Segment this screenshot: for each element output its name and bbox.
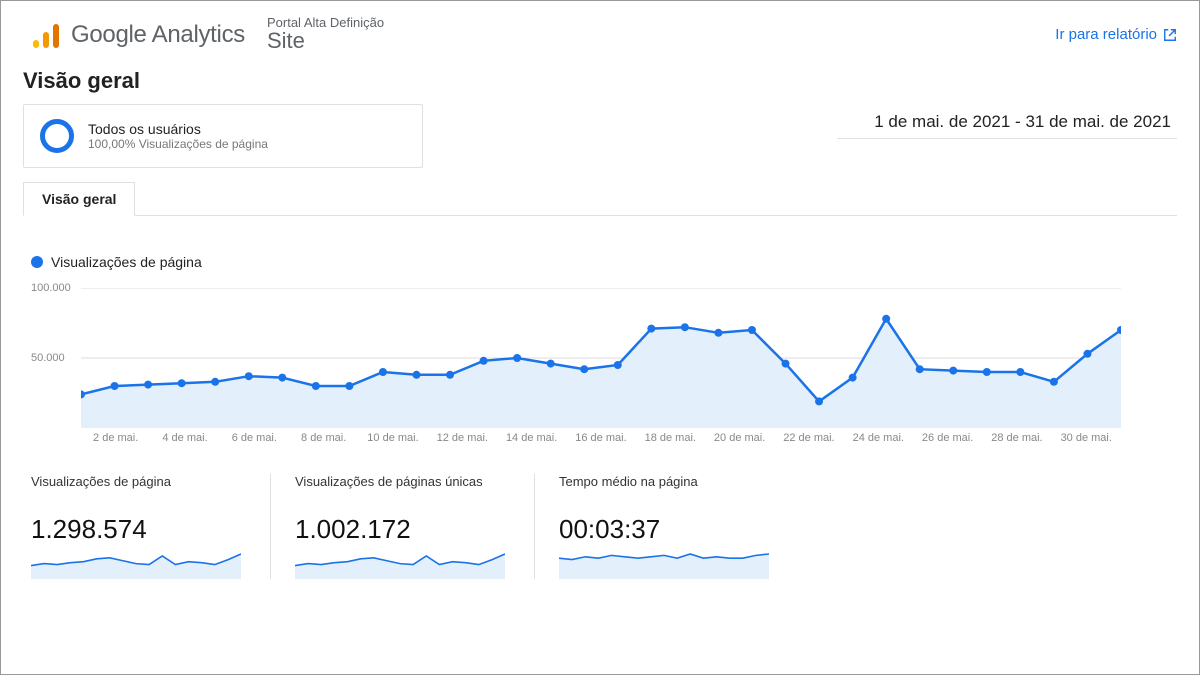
chart-legend: Visualizações de página: [31, 254, 1177, 270]
x-tick-label: 18 de mai.: [636, 432, 705, 444]
metric-value: 00:03:37: [559, 514, 775, 545]
ga-logo: Google Analytics: [31, 20, 245, 50]
y-tick-label: 50.000: [31, 352, 65, 364]
x-axis-labels: 2 de mai.4 de mai.6 de mai.8 de mai.10 d…: [81, 432, 1121, 444]
metric-label: Visualizações de página: [31, 474, 246, 508]
x-tick-label: 12 de mai.: [428, 432, 497, 444]
analytics-icon: [31, 20, 61, 50]
chart-area: Visualizações de página 50.000100.000 2 …: [1, 216, 1199, 454]
segment-title: Todos os usuários: [88, 121, 268, 137]
sparkline: [295, 549, 505, 579]
metric-value: 1.298.574: [31, 514, 246, 545]
x-tick-label: 10 de mai.: [358, 432, 427, 444]
x-tick-label: 20 de mai.: [705, 432, 774, 444]
chart-wrap: 50.000100.000 2 de mai.4 de mai.6 de mai…: [31, 288, 1141, 444]
x-tick-label: 2 de mai.: [81, 432, 150, 444]
x-tick-label: 30 de mai.: [1052, 432, 1121, 444]
tab-overview[interactable]: Visão geral: [23, 182, 135, 216]
property-block: Portal Alta Definição Site: [267, 15, 384, 54]
report-link-label: Ir para relatório: [1055, 26, 1157, 43]
sparkline: [31, 549, 241, 579]
legend-dot-icon: [31, 256, 43, 268]
x-tick-label: 24 de mai.: [844, 432, 913, 444]
metric-value: 1.002.172: [295, 514, 510, 545]
metric-card[interactable]: Tempo médio na página 00:03:37: [559, 474, 799, 579]
x-tick-label: 28 de mai.: [982, 432, 1051, 444]
metric-label: Tempo médio na página: [559, 474, 775, 508]
metric-card[interactable]: Visualizações de páginas únicas 1.002.172: [295, 474, 535, 579]
product-name: Google Analytics: [71, 21, 245, 49]
overview-title: Visão geral: [1, 64, 1199, 104]
line-chart: [81, 288, 1121, 428]
header-left: Google Analytics Portal Alta Definição S…: [31, 15, 384, 54]
date-range[interactable]: 1 de mai. de 2021 - 31 de mai. de 2021: [837, 104, 1177, 139]
y-tick-label: 100.000: [31, 282, 71, 294]
segment-box[interactable]: Todos os usuários 100,00% Visualizações …: [23, 104, 423, 168]
x-tick-label: 14 de mai.: [497, 432, 566, 444]
property-view: Site: [267, 28, 384, 54]
x-tick-label: 26 de mai.: [913, 432, 982, 444]
metrics-row: Visualizações de página1.298.574Visualiz…: [1, 454, 1199, 579]
x-tick-label: 22 de mai.: [774, 432, 843, 444]
x-tick-label: 16 de mai.: [566, 432, 635, 444]
x-tick-label: 6 de mai.: [220, 432, 289, 444]
x-tick-label: 4 de mai.: [150, 432, 219, 444]
x-tick-label: 8 de mai.: [289, 432, 358, 444]
metric-label: Visualizações de páginas únicas: [295, 474, 510, 508]
header: Google Analytics Portal Alta Definição S…: [1, 1, 1199, 64]
metric-card[interactable]: Visualizações de página 1.298.574: [31, 474, 271, 579]
segment-circle-icon: [40, 119, 74, 153]
tab-row: Visão geral: [23, 182, 1177, 216]
legend-label: Visualizações de página: [51, 254, 202, 270]
segment-subtitle: 100,00% Visualizações de página: [88, 137, 268, 151]
sparkline: [559, 549, 769, 579]
go-to-report-link[interactable]: Ir para relatório: [1055, 26, 1177, 43]
external-link-icon: [1163, 28, 1177, 42]
